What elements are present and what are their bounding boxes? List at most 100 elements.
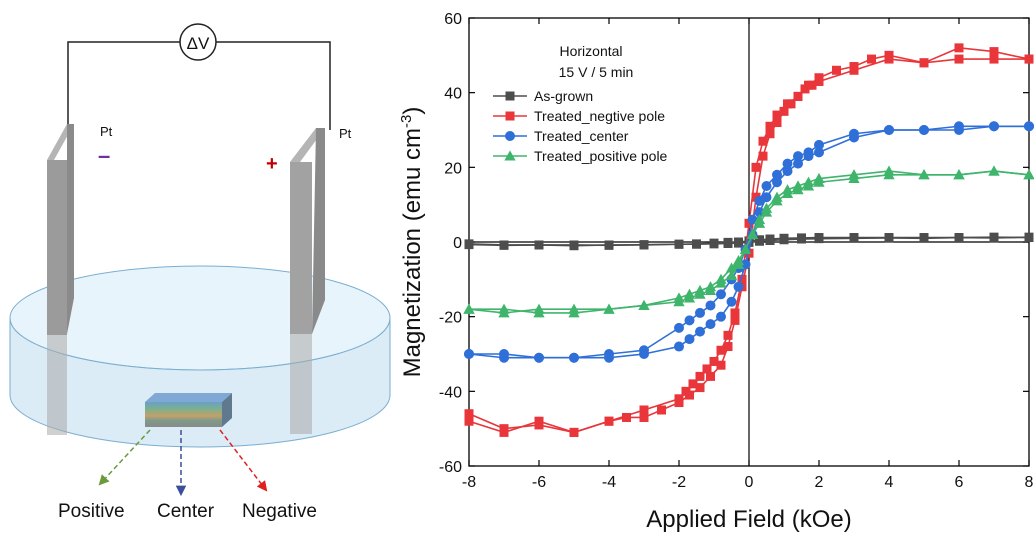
data-point [772,118,782,128]
data-point [772,177,782,188]
data-point [1024,54,1034,64]
data-point [797,234,806,244]
voltmeter [179,23,217,61]
data-point [732,255,745,266]
right-pt-electrode [290,128,325,434]
voltmeter-label: ΔV [187,34,210,53]
data-point [684,334,695,345]
y-tick-label: -40 [439,384,462,401]
negative-polarity-sign: – [98,143,110,168]
data-point [705,300,716,311]
data-point [709,356,719,366]
data-point [705,319,716,330]
data-point [695,371,705,381]
data-point [639,345,649,356]
data-point [918,169,930,180]
data-point [989,54,999,64]
y-tick-label: -20 [439,310,462,327]
data-point [884,233,894,243]
right-electrode-label: Pt [339,126,352,141]
data-point [772,169,782,180]
legend-entries: As-grown Treated_negtive pole Treated_cent… [493,88,668,164]
legend-marker [505,91,515,101]
data-point [793,91,803,101]
data-point [814,147,824,158]
y-tick-label: 20 [444,160,462,177]
legend-label: Treated_positive pole [534,148,668,164]
data-point [684,315,695,326]
data-point [758,136,768,146]
legend-title-line-2: 15 V / 5 min [559,64,634,80]
data-point [604,416,614,426]
x-tick-label: -6 [532,474,546,491]
data-point [639,405,649,415]
data-point [674,341,684,352]
data-point [814,139,824,150]
data-point [706,371,715,381]
positive-label: Positive [58,501,125,522]
data-point [716,289,726,300]
data-point [709,239,719,249]
legend-label: Treated_negtive pole [534,108,665,124]
data-point [989,47,999,57]
data-point [765,236,775,246]
data-point [499,240,509,250]
y-axis-label: Magnetization (emu cm-3) [398,107,426,378]
y-tick-label: -60 [439,459,462,476]
legend-entry: Treated_positive pole [493,148,668,164]
data-point [604,349,614,359]
data-point [725,262,738,273]
data-point [737,274,747,284]
x-tick-label: -4 [602,474,616,491]
data-point [694,284,706,296]
data-point [848,169,860,180]
data-point [726,296,737,307]
data-point [734,238,743,248]
data-point [793,151,803,162]
data-point [723,330,733,340]
data-point [716,360,726,370]
data-point [760,202,773,213]
positive-polarity-sign: + [266,153,278,175]
data-point [674,322,684,333]
data-point [657,405,666,415]
data-point [730,308,740,318]
x-axis-label: Applied Field (kOe) [646,506,851,533]
data-point [702,364,712,374]
data-point [988,165,1000,176]
data-point [813,172,825,184]
data-point [779,235,789,245]
data-point [849,233,859,243]
data-point [989,233,999,243]
data-point [638,299,650,310]
electrochemical-schematic: ΔV Pt Pt – + Positive Center Negat [9,23,391,522]
legend-marker [505,111,515,121]
data-point [688,379,698,389]
data-point [782,158,793,169]
data-point [603,303,615,314]
data-point [781,184,794,195]
data-point [744,218,754,228]
left-electrode-label: Pt [100,124,113,139]
data-point [674,239,684,249]
data-point [802,176,815,187]
data-point [604,240,614,250]
legend-marker [504,150,516,161]
data-point [804,80,813,90]
data-point [463,303,475,314]
legend: Horizontal 15 V / 5 min As-grown Treated_… [493,43,668,164]
data-point [1023,169,1034,180]
data-point [765,121,775,131]
data-point [464,409,474,419]
data-point [954,54,964,64]
data-point [695,383,705,393]
positive-arrow [98,429,151,486]
data-point [919,58,929,68]
data-point [464,240,474,250]
y-tick-label: 40 [444,86,462,103]
data-point [751,192,761,202]
x-tick-label: -8 [462,474,476,491]
